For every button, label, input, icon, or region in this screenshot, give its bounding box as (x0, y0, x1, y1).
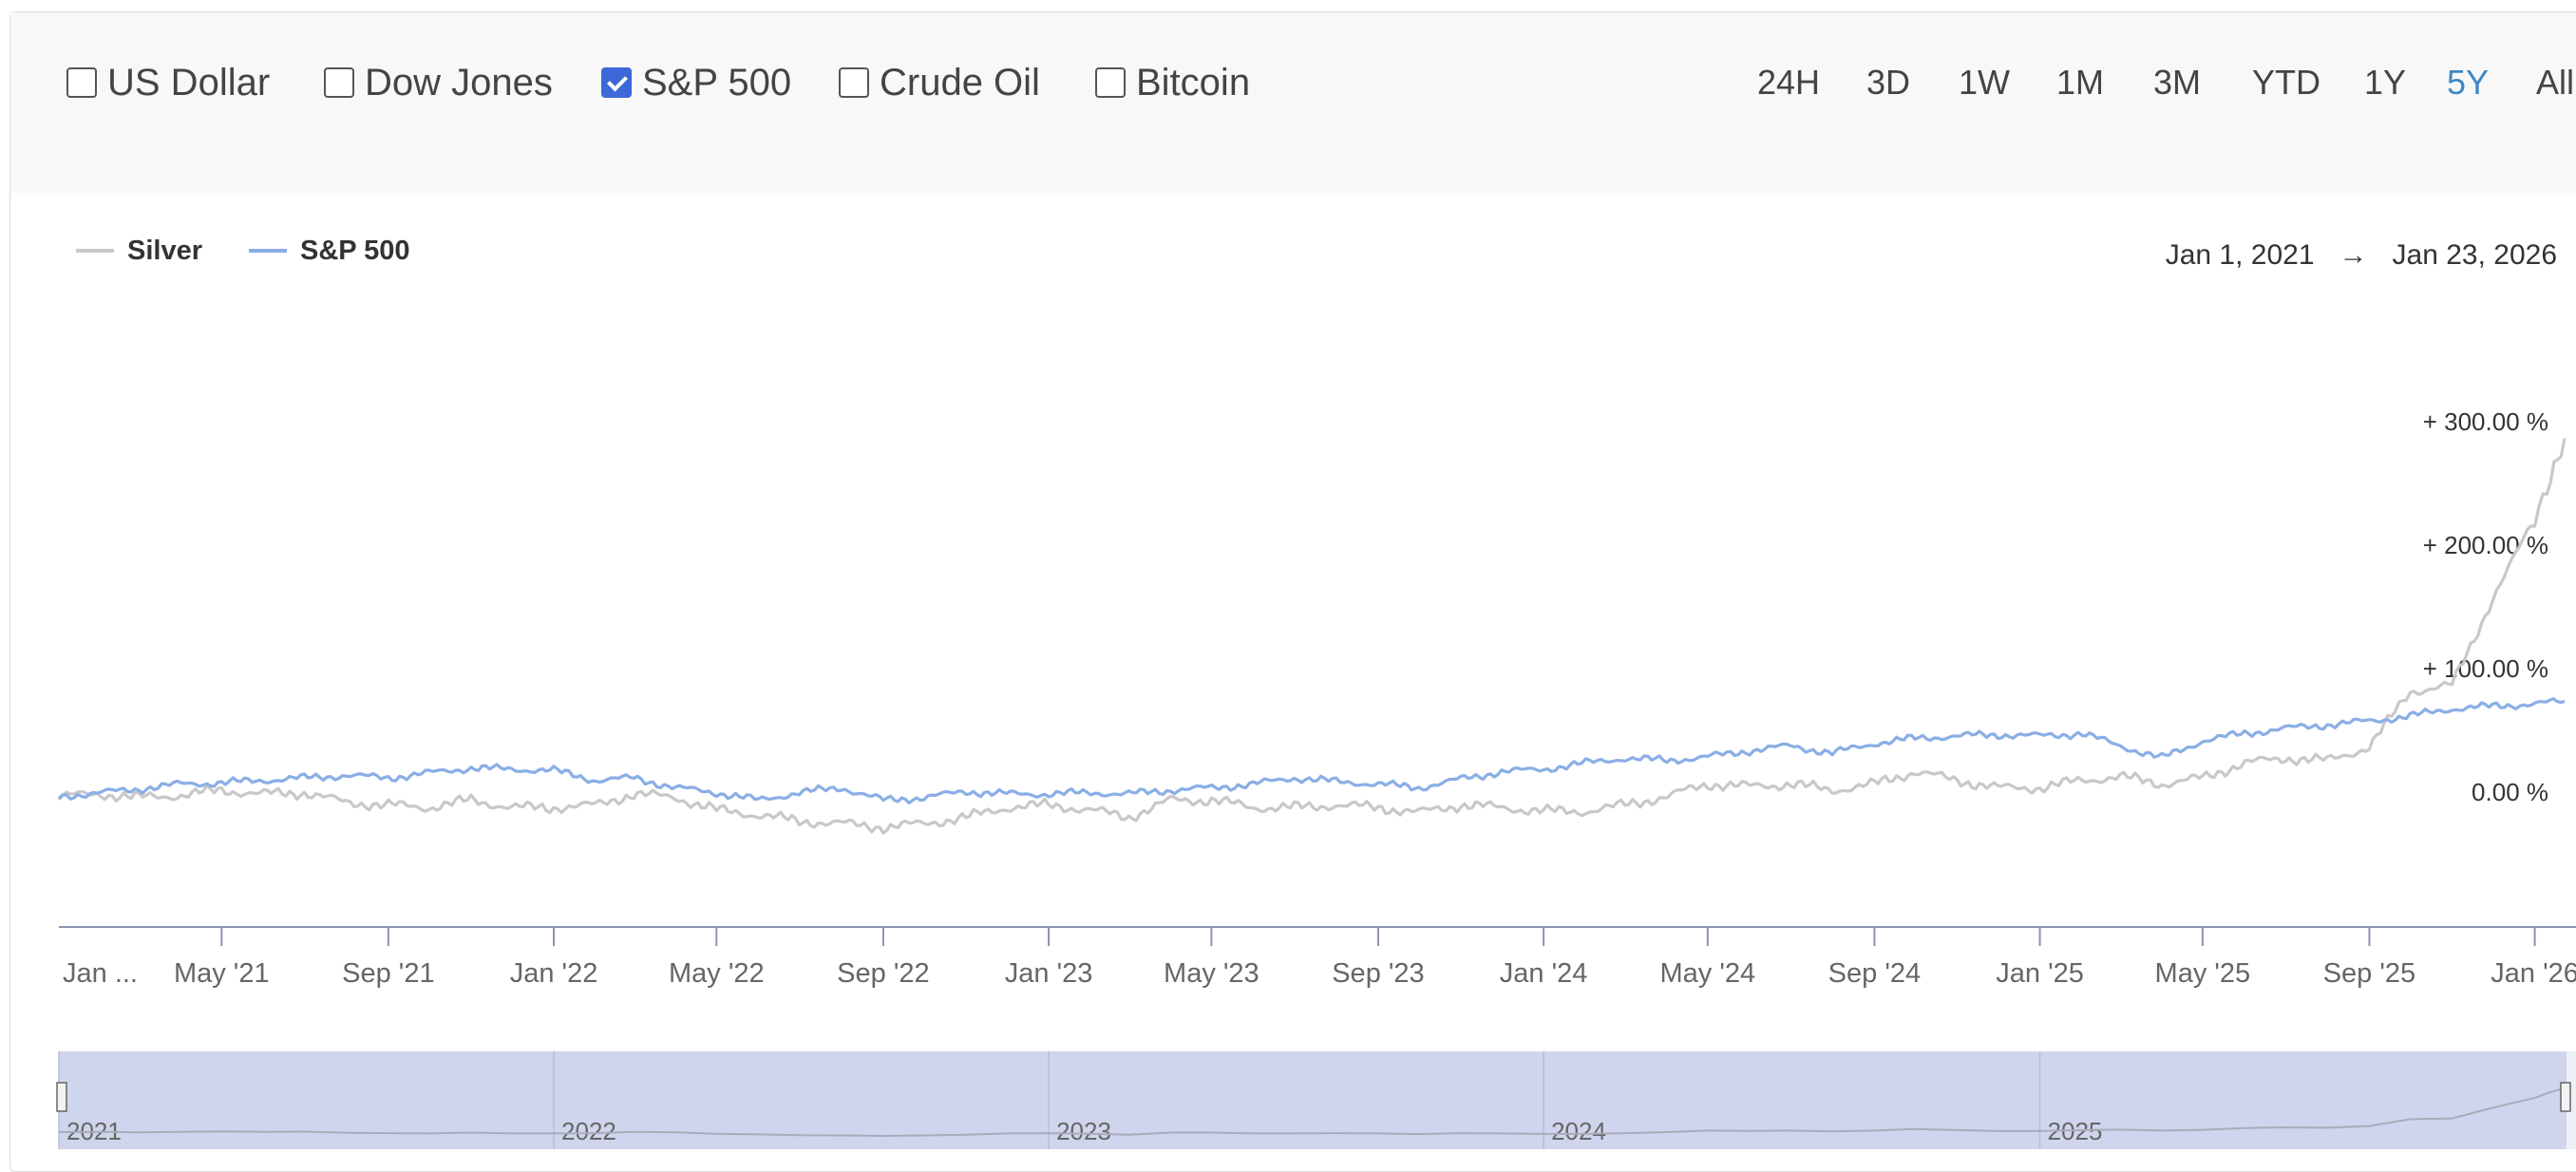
chart-widget-frame (9, 11, 2576, 1172)
y-tick-label: 0.00 % (2472, 778, 2548, 806)
compare-dow-jones-checkbox[interactable]: Dow Jones (324, 59, 553, 106)
date-range-from[interactable]: Jan 1, 2021 (2165, 239, 2315, 271)
checkbox-label: Bitcoin (1136, 61, 1251, 104)
navigator-year-label: 2024 (1551, 1117, 1606, 1145)
x-tick-label: Sep '21 (342, 958, 434, 989)
compare-us-dollar-checkbox[interactable]: US Dollar (66, 59, 270, 106)
checkbox-icon[interactable] (66, 67, 97, 98)
legend-item-sp500[interactable]: S&P 500 (249, 234, 410, 268)
x-tick-label: Jan ... (63, 958, 138, 989)
x-tick-label: Jan '23 (1005, 958, 1093, 989)
compare-crude-oil-checkbox[interactable]: Crude Oil (839, 59, 1040, 106)
navigator-selection[interactable] (59, 1051, 2567, 1149)
chart-toolbar (10, 12, 2576, 193)
legend-label: S&P 500 (300, 235, 410, 266)
navigator-right-handle[interactable] (2560, 1082, 2571, 1112)
checkbox-label: Dow Jones (365, 61, 553, 104)
series-line-sp500[interactable] (57, 697, 2566, 805)
navigator-year-label: 2022 (561, 1117, 616, 1145)
x-tick-label: Sep '22 (837, 958, 929, 989)
navigator-series-line (58, 1087, 2566, 1138)
y-tick-label: + 100.00 % (2423, 654, 2548, 683)
navigator-left-handle[interactable] (56, 1082, 67, 1112)
checkmark-icon[interactable] (601, 67, 632, 98)
checkbox-icon[interactable] (324, 67, 354, 98)
legend-label: Silver (127, 235, 202, 266)
range-1w-button[interactable]: 1W (1959, 63, 2010, 102)
x-tick-label: May '24 (1660, 958, 1756, 989)
compare-sp500-checkbox[interactable]: S&P 500 (601, 59, 791, 106)
checkbox-label: US Dollar (107, 61, 271, 104)
legend-item-silver[interactable]: Silver (76, 234, 202, 268)
range-3d-button[interactable]: 3D (1866, 63, 1911, 102)
x-tick-label: May '25 (2155, 958, 2251, 989)
range-1y-button[interactable]: 1Y (2364, 63, 2407, 102)
range-3m-button[interactable]: 3M (2153, 63, 2202, 102)
x-axis: Jan ... May '21 Sep '21 Jan '22 May '22 Sep '… (59, 926, 2576, 989)
range-all-button[interactable]: All (2536, 63, 2575, 102)
range-ytd-button[interactable]: YTD (2252, 63, 2320, 102)
legend-swatch-silver (76, 249, 114, 253)
x-tick-label: Jan '25 (1996, 958, 2084, 989)
date-range-to[interactable]: Jan 23, 2026 (2392, 239, 2557, 271)
series-line-silver[interactable] (57, 438, 2567, 835)
legend-swatch-sp500 (249, 249, 287, 253)
x-tick-label: May '22 (669, 958, 765, 989)
y-tick-label: + 200.00 % (2423, 531, 2548, 559)
checkbox-icon[interactable] (839, 67, 869, 98)
series-layer (57, 438, 2567, 835)
range-1m-button[interactable]: 1M (2056, 63, 2105, 102)
arrow-right-icon: → (2339, 239, 2368, 271)
date-range-display: Jan 1, 2021 → Jan 23, 2026 (2166, 239, 2557, 272)
x-tick-label: Jan '24 (1500, 958, 1588, 989)
x-tick-label: Jan '26 (2491, 958, 2576, 989)
range-5y-button[interactable]: 5Y (2447, 63, 2490, 102)
checkbox-label: Crude Oil (880, 61, 1040, 104)
checkbox-icon[interactable] (1095, 67, 1126, 98)
navigator-year-label: 2023 (1056, 1117, 1111, 1145)
y-tick-label: + 300.00 % (2423, 407, 2548, 436)
range-24h-button[interactable]: 24H (1757, 63, 1821, 102)
x-tick-label: Sep '25 (2323, 958, 2415, 989)
x-tick-label: May '23 (1164, 958, 1260, 989)
x-tick-label: May '21 (174, 958, 270, 989)
x-tick-label: Sep '24 (1828, 958, 1921, 989)
checkbox-label: S&P 500 (642, 61, 792, 104)
x-tick-label: Sep '23 (1332, 958, 1424, 989)
range-navigator[interactable]: 2021 2022 2023 2024 2025 (56, 1051, 2576, 1149)
compare-bitcoin-checkbox[interactable]: Bitcoin (1095, 59, 1250, 106)
x-tick-label: Jan '22 (510, 958, 598, 989)
y-axis: 0.00 % + 100.00 % + 200.00 % + 300.00 % (2423, 407, 2548, 806)
